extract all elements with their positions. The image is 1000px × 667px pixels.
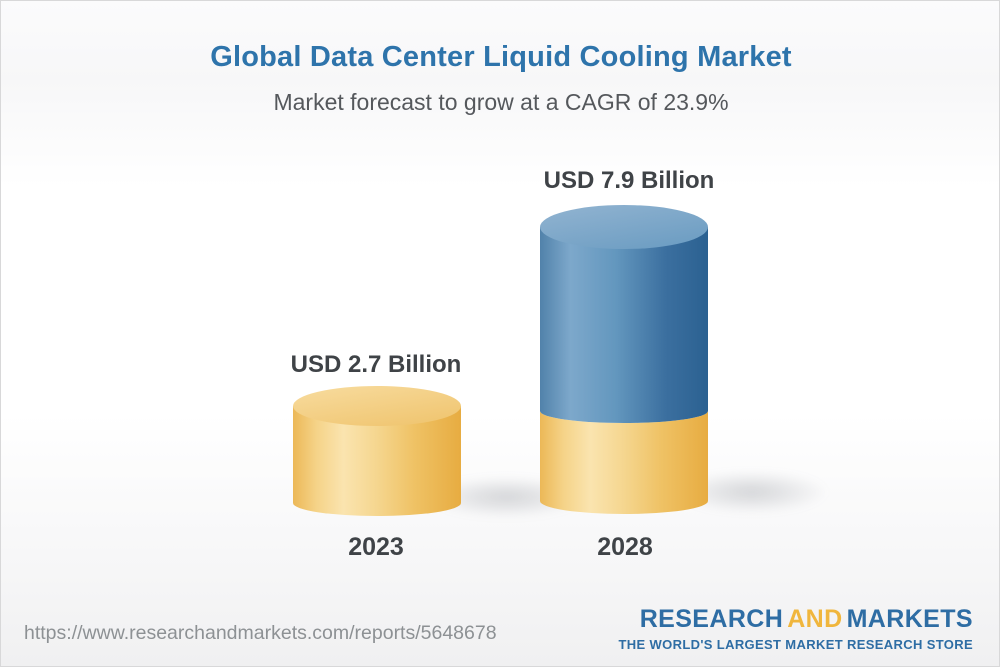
logo-word-markets: MARKETS	[846, 605, 973, 633]
page-subtitle: Market forecast to grow at a CAGR of 23.…	[273, 89, 729, 115]
bar-2023-cylinder	[293, 386, 461, 516]
data-label-2023: USD 2.7 Billion	[290, 351, 462, 378]
report-url: https://www.researchandmarkets.com/repor…	[24, 622, 497, 644]
category-label-2028: 2028	[597, 533, 653, 561]
research-and-markets-logo: RESEARCH AND MARKETS THE WORLD'S LARGEST M…	[619, 605, 974, 652]
logo-wordmark: RESEARCH AND MARKETS	[619, 605, 974, 634]
bar-2028-cylinder	[540, 205, 708, 514]
data-label-2028: USD 7.9 Billion	[543, 167, 715, 194]
logo-word-and: AND	[787, 605, 843, 633]
category-label-2023: 2023	[348, 533, 404, 561]
page-title: Global Data Center Liquid Cooling Market	[210, 41, 792, 73]
logo-tagline: THE WORLD'S LARGEST MARKET RESEARCH STOR…	[618, 637, 973, 652]
logo-word-research: RESEARCH	[639, 605, 784, 633]
